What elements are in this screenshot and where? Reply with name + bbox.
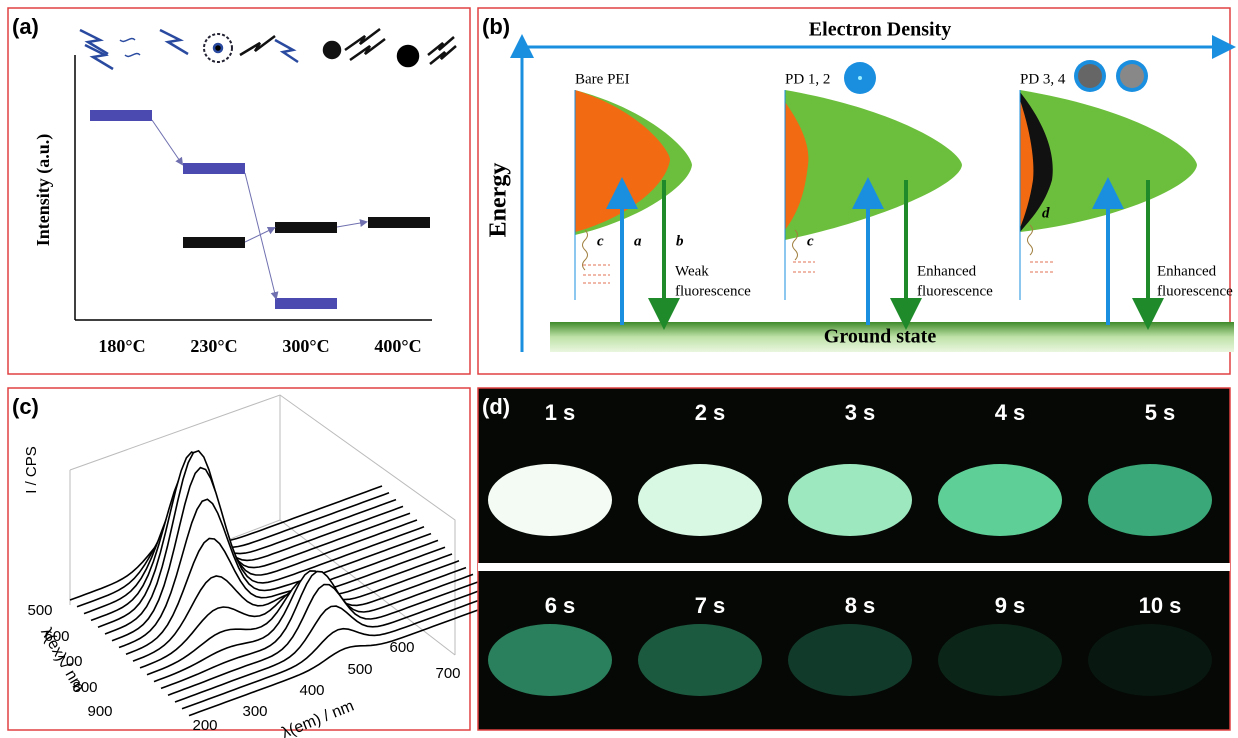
x-axis-label: Electron Density bbox=[809, 19, 951, 41]
category-label: 300°C bbox=[282, 336, 329, 356]
panel-label: (c) bbox=[12, 394, 39, 419]
em-tick-label: 300 bbox=[242, 703, 267, 720]
powder-sample bbox=[638, 624, 762, 696]
y-axis-label: Intensity (a.u.) bbox=[33, 134, 54, 247]
panel-d: 1 s 2 s 3 s 4 s 5 s 6 s 7 s 8 s 9 s 10 s (d) bbox=[478, 388, 1230, 730]
panel-b: (b) Electron Density Energy Ground state bbox=[478, 8, 1234, 374]
arrow-label: b bbox=[676, 233, 684, 249]
powder-sample bbox=[638, 464, 762, 536]
powder-sample bbox=[488, 464, 612, 536]
frame-label: 4 s bbox=[995, 400, 1026, 425]
group-label: PD 3, 4 bbox=[1020, 71, 1066, 87]
powder-sample bbox=[938, 624, 1062, 696]
arrow-label: c bbox=[807, 233, 814, 249]
powder-sample bbox=[788, 464, 912, 536]
z-axis-label: I / CPS bbox=[23, 446, 40, 494]
frame-label: 2 s bbox=[695, 400, 726, 425]
frame-label: 1 s bbox=[545, 400, 576, 425]
frame-label: 6 s bbox=[545, 593, 576, 618]
arrow-label: c bbox=[597, 233, 604, 249]
frame-label: 7 s bbox=[695, 593, 726, 618]
ground-state-label: Ground state bbox=[824, 326, 937, 348]
frame-label: 9 s bbox=[995, 593, 1026, 618]
note: Enhanced bbox=[917, 263, 977, 279]
powder-sample bbox=[1088, 624, 1212, 696]
powder-sample bbox=[488, 624, 612, 696]
note: fluorescence bbox=[917, 283, 993, 299]
ex-tick-label: 500 bbox=[27, 602, 52, 619]
em-tick-label: 200 bbox=[192, 717, 217, 734]
y-axis-label: Energy bbox=[486, 163, 512, 238]
powder-sample bbox=[1088, 464, 1212, 536]
frame-label: 8 s bbox=[845, 593, 876, 618]
em-tick-label: 400 bbox=[299, 682, 324, 699]
note: fluorescence bbox=[675, 283, 751, 299]
note: Enhanced bbox=[1157, 263, 1217, 279]
group-label: Bare PEI bbox=[575, 71, 630, 87]
panel-a: (a) Intensity (a.u.) bbox=[8, 8, 470, 374]
category-label: 400°C bbox=[374, 336, 421, 356]
separator bbox=[478, 563, 1230, 571]
note: fluorescence bbox=[1157, 283, 1233, 299]
frame-label: 3 s bbox=[845, 400, 876, 425]
em-tick-label: 600 bbox=[389, 639, 414, 656]
powder-sample bbox=[788, 624, 912, 696]
arrow-label: a bbox=[634, 233, 642, 249]
frame-label: 5 s bbox=[1145, 400, 1176, 425]
group-label: PD 1, 2 bbox=[785, 71, 830, 87]
arrow-label: d bbox=[1042, 205, 1050, 221]
panel-label: (d) bbox=[482, 394, 510, 419]
panel-label: (a) bbox=[12, 14, 39, 39]
category-label: 230°C bbox=[190, 336, 237, 356]
powder-sample bbox=[938, 464, 1062, 536]
category-label: 180°C bbox=[98, 336, 145, 356]
em-tick-label: 700 bbox=[435, 665, 460, 682]
em-tick-label: 500 bbox=[347, 661, 372, 678]
ex-tick-label: 900 bbox=[87, 703, 112, 720]
figure: (a) Intensity (a.u.) bbox=[0, 0, 1238, 738]
note: Weak bbox=[675, 263, 709, 279]
frame-label: 10 s bbox=[1139, 593, 1182, 618]
panel-label: (b) bbox=[482, 14, 510, 39]
